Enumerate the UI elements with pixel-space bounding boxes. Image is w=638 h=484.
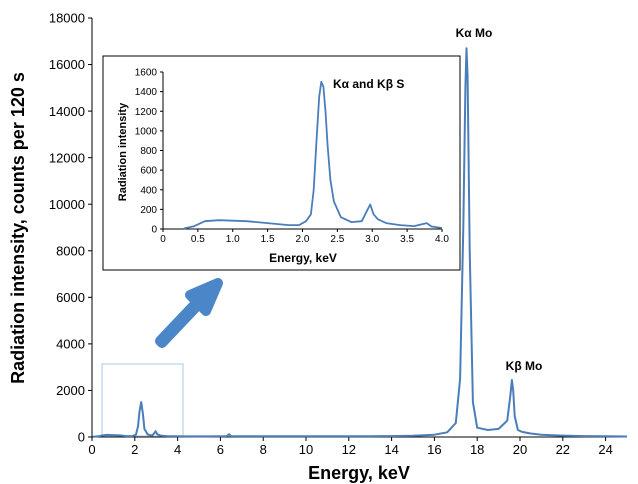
inset-y-tick-label: 600 (140, 166, 157, 177)
inset-x-tick-label: 0.5 (191, 234, 205, 245)
main-y-ticks: 0 2000 4000 6000 8000 10000 12000 14000 16000 180… (49, 11, 92, 445)
inset-y-tick-label: 400 (140, 185, 157, 196)
main-y-tick-label: 4000 (56, 337, 85, 352)
inset-x-axis-title: Energy, keV (269, 251, 337, 265)
inset-y-tick-label: 1000 (135, 126, 158, 137)
main-x-tick-label: 0 (88, 442, 95, 457)
main-x-ticks: 0 2 4 6 8 10 12 14 16 18 20 22 24 (88, 437, 613, 457)
main-x-tick-label: 6 (217, 442, 224, 457)
main-series-line (93, 47, 628, 438)
ka-mo-label: Kα Mo (456, 26, 493, 40)
main-y-tick-label: 10000 (49, 197, 85, 212)
inset-x-tick-label: 1.0 (226, 234, 240, 245)
inset-x-ticks: 0 0.5 1.0 1.5 2.0 2.5 3.0 3.5 4.0 (160, 229, 449, 245)
main-x-tick-label: 14 (384, 442, 398, 457)
main-x-tick-label: 20 (513, 442, 527, 457)
main-y-tick-label: 6000 (56, 290, 85, 305)
main-x-tick-label: 24 (598, 442, 612, 457)
main-x-tick-label: 2 (131, 442, 138, 457)
inset-y-tick-label: 0 (151, 225, 157, 236)
main-y-tick-label: 8000 (56, 243, 85, 258)
main-x-tick-label: 22 (556, 442, 570, 457)
main-x-tick-label: 16 (427, 442, 441, 457)
inset-y-tick-label: 800 (140, 146, 157, 157)
inset-x-tick-label: 1.5 (261, 234, 275, 245)
inset-y-tick-label: 200 (140, 205, 157, 216)
inset-y-ticks: 0 200 400 600 800 1000 1200 1400 1600 (135, 68, 163, 236)
main-x-tick-label: 8 (260, 442, 267, 457)
inset-x-tick-label: 0 (160, 234, 166, 245)
zoom-arrow (155, 278, 223, 348)
main-y-tick-label: 18000 (49, 11, 85, 26)
inset-x-tick-label: 2.5 (330, 234, 344, 245)
inset-y-tick-label: 1600 (135, 68, 158, 79)
main-y-tick-label: 14000 (49, 104, 85, 119)
inset-y-tick-label: 1200 (135, 107, 158, 118)
main-x-tick-label: 10 (299, 442, 313, 457)
inset-y-axis-title: Radiation intensity (117, 102, 129, 201)
inset-chart: 0 200 400 600 800 1000 1200 1400 1600 0 0.5 1.0 1.5… (102, 55, 461, 271)
main-y-tick-label: 2000 (56, 383, 85, 398)
main-x-tick-label: 4 (174, 442, 181, 457)
main-y-axis-title: Radiation intensity, counts per 120 s (8, 72, 28, 384)
main-x-axis-title: Energy, keV (308, 463, 410, 483)
main-y-tick-label: 12000 (49, 150, 85, 165)
inset-x-tick-label: 4.0 (435, 234, 449, 245)
kb-mo-label: Kβ Mo (506, 359, 543, 373)
inset-x-tick-label: 3.0 (365, 234, 379, 245)
main-chart: 0200040006000800010000120001400016000180… (8, 11, 628, 483)
main-x-tick-label: 18 (470, 442, 484, 457)
ka-kb-s-label: Kα and Kβ S (333, 77, 404, 91)
inset-x-tick-label: 2.0 (296, 234, 310, 245)
inset-series-line (183, 80, 443, 230)
main-x-tick-label: 12 (342, 442, 356, 457)
main-y-tick-label: 0 (78, 430, 85, 445)
inset-region-highlight (101, 363, 184, 437)
main-y-tick-label: 16000 (49, 57, 85, 72)
inset-x-tick-label: 3.5 (400, 234, 414, 245)
inset-y-tick-label: 1400 (135, 87, 158, 98)
